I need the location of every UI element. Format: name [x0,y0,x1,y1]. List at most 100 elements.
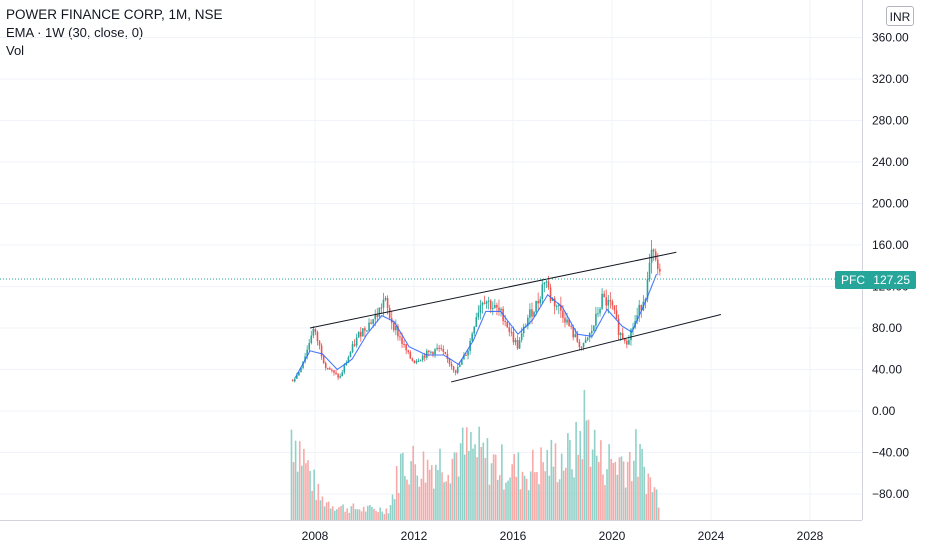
candle-body [395,326,397,331]
candle-body [494,304,496,308]
candle-body [413,360,416,363]
volume-label[interactable]: Vol [6,43,25,58]
candle-body [487,300,490,302]
candle-body [293,378,296,382]
volume-bar [385,508,388,520]
candle-body [535,300,537,312]
volume-bar [331,506,334,520]
candle-body [568,319,570,327]
volume-bar [540,447,542,520]
currency-button[interactable]: INR [886,6,914,26]
volume-bar [620,456,623,520]
volume-bar [507,480,509,520]
volume-bar [371,506,373,520]
trend-line[interactable] [451,314,722,383]
candle-body [590,330,593,333]
chart-title[interactable]: POWER FINANCE CORP, 1M, NSE [6,7,223,22]
candle-body [370,322,372,324]
candle-body [613,305,616,311]
volume-bar [492,454,495,520]
volume-bar [373,508,375,520]
candle-body [368,322,370,331]
candle-body [539,299,542,304]
chart-legend: POWER FINANCE CORP, 1M, NSE EMA · 1W (30… [6,6,223,60]
candle-body [570,326,572,328]
candle-body [382,299,385,308]
volume-bar [461,427,464,520]
volume-bar [569,440,571,520]
candle-body [584,339,587,344]
candle-body [454,370,457,373]
trend-line[interactable] [309,251,677,329]
candle-body [359,331,362,337]
volume-bar [377,512,379,520]
candle-body [374,314,377,320]
candle-body [504,320,506,323]
candle-body [403,344,405,346]
volume-bar [317,483,320,520]
candle-body [512,332,515,343]
candle-body [555,305,558,307]
volume-bar [556,482,559,520]
candle-body [417,361,420,363]
candle-body [291,379,294,382]
volume-bar [424,482,427,520]
candle-body [312,328,315,336]
volume-bar [426,459,429,520]
volume-bar [305,463,307,520]
candle-body [617,318,620,336]
candle-body [473,326,476,334]
volume-bar [428,469,431,520]
volume-bar [400,453,402,520]
volume-bar [346,508,348,520]
volume-bar [655,489,658,520]
candle-body [485,301,488,304]
volume-bar [525,478,528,520]
candle-body [442,348,445,352]
candle-body [378,307,381,317]
volume-bar [604,485,606,520]
volume-bar [340,506,342,520]
volume-bar [397,492,400,520]
candle-body [553,298,556,307]
volume-bar [579,430,582,520]
candle-body [446,353,449,359]
candle-body [326,367,329,369]
indicator-label[interactable]: EMA · 1W (30, close, 0) [6,25,144,40]
candle-body [432,351,434,355]
volume-bar [628,452,631,520]
candle-body [320,345,323,357]
volume-bar [327,501,330,520]
candle-body [609,300,612,302]
volume-bar [523,475,526,520]
volume-bar [338,507,340,520]
candle-body [428,350,430,352]
candle-body [423,355,426,358]
volume-bar [430,465,433,520]
volume-bar [294,440,297,520]
volume-bar [573,477,575,520]
volume-bar [395,466,398,520]
candle-body [549,287,552,301]
volume-bar [608,444,610,520]
candle-body [475,317,478,327]
candle-body [500,308,502,311]
volume-bar [614,461,617,520]
volume-bar [521,471,524,520]
candle-body [638,304,641,316]
volume-bar [486,438,489,520]
volume-bar [470,432,472,520]
y-tick-label: 240.00 [872,155,909,169]
candle-body [407,350,410,353]
candle-body [384,298,387,300]
candle-body [477,312,480,318]
x-tick-label: 2012 [401,529,428,543]
candle-body [597,313,599,315]
candle-body [351,344,354,353]
candle-body [314,328,317,332]
candle-body [405,344,407,351]
candle-body [623,338,626,341]
volume-bar [583,389,586,520]
candle-body [607,300,610,306]
